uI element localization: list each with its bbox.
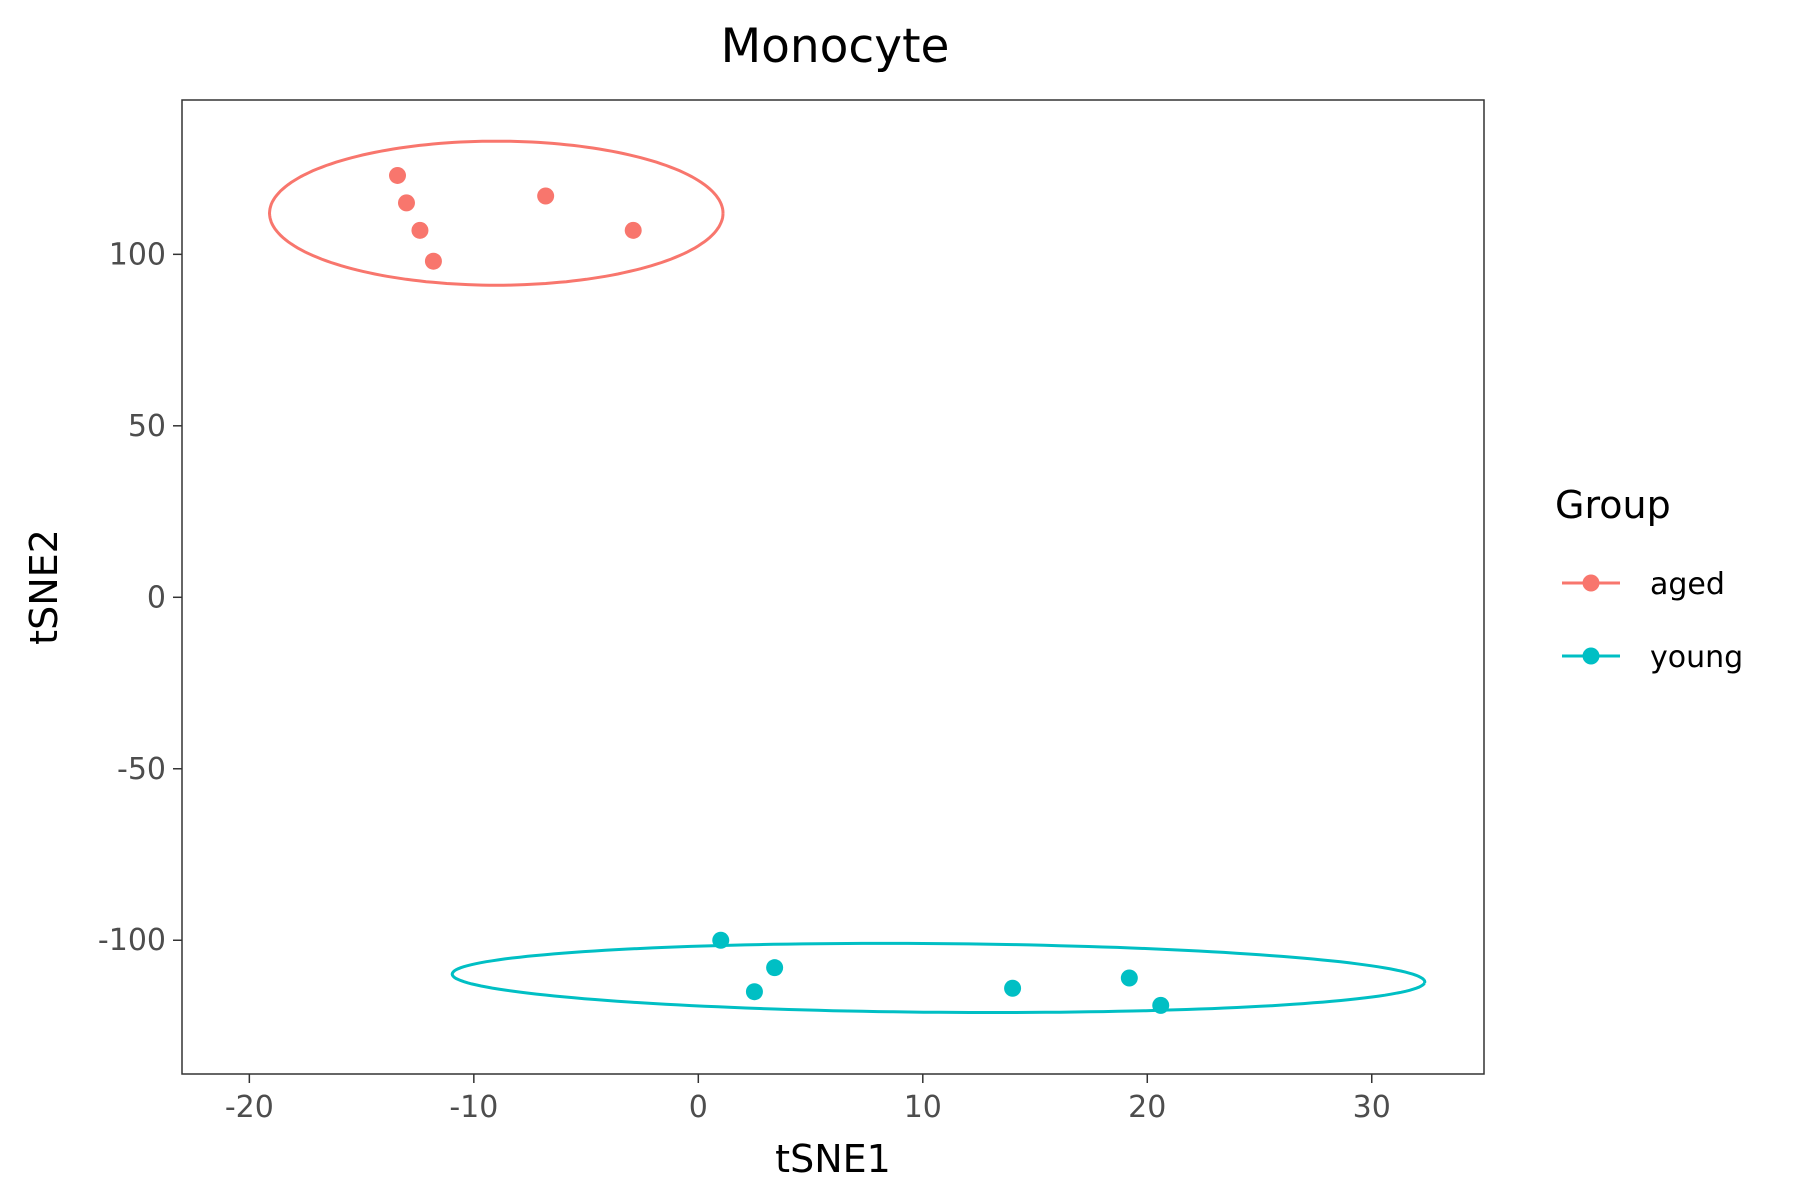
x-tick-label: -10 [449, 1090, 498, 1125]
x-axis-title: tSNE1 [775, 1137, 891, 1181]
plot-panel [181, 99, 1485, 1075]
legend-label: young [1650, 640, 1743, 675]
legend-item-young: young [1562, 640, 1743, 675]
legend-key-point [1582, 647, 1600, 665]
point-aged [389, 166, 407, 184]
point-aged [624, 221, 642, 239]
x-tick-label: 30 [1353, 1090, 1391, 1125]
point-aged [397, 194, 415, 212]
x-tick-label: 0 [689, 1090, 708, 1125]
y-axis-title: tSNE2 [22, 529, 66, 645]
y-axis: 100 50 0 -50 -100 [98, 237, 182, 958]
y-tick-label: 100 [109, 237, 166, 272]
legend-item-aged: aged [1562, 567, 1725, 602]
y-tick-label: 0 [147, 580, 166, 615]
legend-label: aged [1650, 567, 1725, 602]
point-aged [424, 252, 442, 270]
y-tick-label: 50 [128, 409, 166, 444]
y-tick-label: -100 [98, 923, 166, 958]
legend-key-point [1582, 574, 1600, 592]
y-tick-label: -50 [117, 752, 166, 787]
legend: Group aged young [1555, 483, 1743, 675]
x-axis: -20 -10 0 10 20 30 [225, 1074, 1391, 1125]
point-layer [389, 166, 1170, 1014]
legend-items: aged young [1562, 567, 1743, 675]
ellipse-aged [267, 139, 725, 287]
point-aged [411, 221, 429, 239]
x-tick-label: -20 [225, 1090, 274, 1125]
x-tick-label: 20 [1128, 1090, 1166, 1125]
x-tick-label: 10 [904, 1090, 942, 1125]
point-young [712, 931, 730, 949]
ellipse-young [450, 941, 1427, 1014]
point-young [1120, 969, 1138, 987]
point-young [766, 959, 784, 977]
point-aged [537, 187, 555, 205]
ellipse-layer [267, 139, 1427, 1014]
chart-title: Monocyte [721, 19, 950, 74]
point-young [745, 983, 763, 1001]
point-young [1152, 996, 1170, 1014]
point-young [1004, 979, 1022, 997]
legend-title: Group [1555, 483, 1671, 527]
